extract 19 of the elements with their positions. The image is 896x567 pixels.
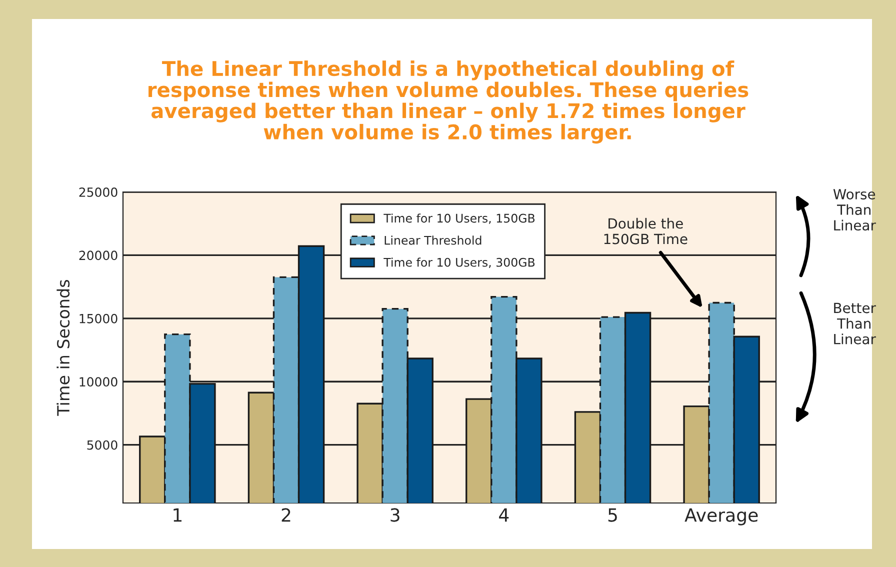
x-tick-label: 3 bbox=[390, 508, 400, 522]
chart-title: The Linear Threshold is a hypothetical doubling of response times when volume doubles. These queries averaged better than linear – only 1.72 times longer when volume is 2.0 times larger. bbox=[148, 60, 748, 144]
legend-label: Linear Threshold bbox=[384, 236, 482, 245]
y-axis-title: Time in Seconds bbox=[56, 280, 70, 416]
legend-label: Time for 10 Users, 300GB bbox=[384, 258, 535, 268]
y-tick-label: 10000 bbox=[80, 377, 118, 387]
y-tick-label: 20000 bbox=[79, 250, 118, 260]
annotation: Double the 150GB Time bbox=[604, 218, 688, 244]
legend-label: Time for 10 Users, 150GB bbox=[384, 214, 535, 224]
x-tick-label: 1 bbox=[174, 508, 182, 522]
y-tick-label: 5000 bbox=[87, 440, 118, 450]
y-tick-label: 25000 bbox=[79, 187, 118, 197]
x-tick-label: Average bbox=[684, 508, 758, 526]
x-tick-label: 4 bbox=[499, 508, 509, 522]
x-tick-label: 2 bbox=[282, 508, 290, 522]
text: Better Than Linear bbox=[834, 302, 876, 344]
text: Worse Than Linear bbox=[833, 189, 876, 231]
x-tick-label: 5 bbox=[608, 508, 617, 522]
y-tick-label: 15000 bbox=[80, 314, 118, 324]
